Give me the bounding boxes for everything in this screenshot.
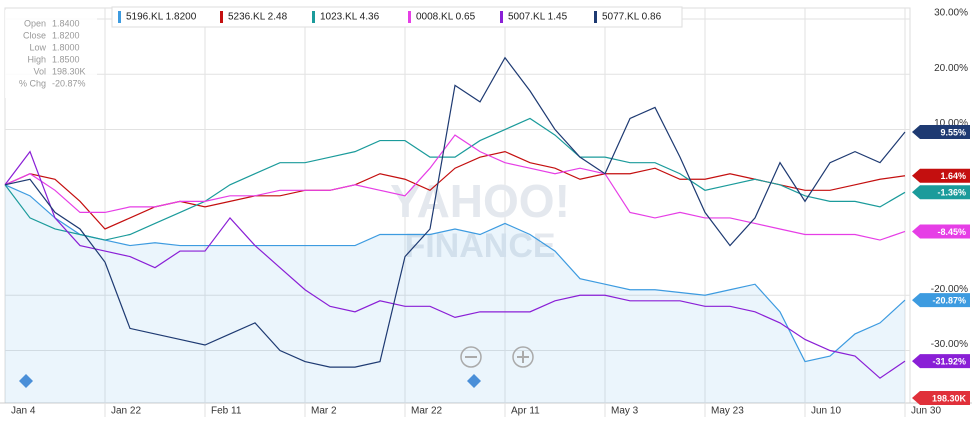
legend-label: 5077.KL 0.86 [602,12,662,23]
info-label: Vol [33,66,46,76]
legend-swatch [594,11,597,23]
value-flag [912,224,970,239]
y-tick-label: -30.00% [931,339,968,350]
zoom-in[interactable] [512,346,534,368]
line [4,134,906,241]
value-flag [912,168,970,183]
value-label: -31.92% [932,356,966,366]
info-value: 1.8000 [52,42,80,52]
value-label: -20.87% [932,295,966,305]
line [4,117,906,241]
watermark: YAHOO! [390,175,570,227]
dividend-marker[interactable] [19,374,33,388]
x-tick-label: Jun 30 [911,406,941,417]
legend-label: 0008.KL 0.65 [416,12,476,23]
legend-swatch [500,11,503,23]
value-flag [912,354,970,369]
legend-swatch [118,11,121,23]
event-markers [19,374,481,388]
volume-flag [912,391,970,405]
info-value: 1.8200 [52,30,80,40]
legend-label: 5007.KL 1.45 [508,12,568,23]
legend-label: 5196.KL 1.8200 [126,12,197,23]
info-label: High [27,54,46,64]
info-label: Close [23,30,46,40]
y-tick-label: 10.00% [934,118,968,129]
legend-label: 5236.KL 2.48 [228,12,288,23]
info-value: 1.8500 [52,54,80,64]
info-panel [5,10,97,98]
x-tick-label: May 3 [611,406,639,417]
x-tick-label: Jan 22 [111,406,141,417]
legend-swatch [408,11,411,23]
value-label: -8.45% [937,227,966,237]
volume-label: 198.30K [932,393,967,403]
zoom-controls[interactable] [460,346,534,368]
dividend-marker[interactable] [467,374,481,388]
x-tick-label: Mar 22 [411,406,443,417]
value-label: -1.36% [937,188,966,198]
x-tick-label: Apr 11 [511,406,540,417]
value-label: 9.55% [940,127,966,137]
x-tick-label: Jan 4 [11,406,36,417]
y-tick-label: 20.00% [934,63,968,74]
value-flag [912,293,970,308]
x-tick-label: Feb 11 [211,406,242,417]
grid: 30.00% 20.00% 10.00% -20.00% -30.00% Jan 4 Jan… [0,7,972,417]
legend-swatch [220,11,223,23]
value-flag [912,185,970,200]
x-tick-label: Mar 2 [311,406,337,417]
legend-swatch [312,11,315,23]
value-label: 1.64% [940,171,966,181]
area [5,184,905,403]
line [4,184,906,363]
info-label: % Chg [19,78,46,88]
legend [111,6,683,28]
y-tick-label: 30.00% [934,8,968,19]
line [4,150,906,379]
value-flag [912,125,970,140]
legend-label: 1023.KL 4.36 [320,12,380,23]
line [4,56,906,368]
info-value: 1.8400 [52,18,80,28]
info-panel: Open 1.8400 Close 1.8200 Low 1.8000 High 1.8500… [19,18,86,88]
zoom-out[interactable] [460,346,482,368]
info-value: 198.30K [52,66,86,76]
last-value-flags: -20.87% 1.64% -1.36% -8.45% -31.92% 9.55% 198.… [912,125,970,405]
x-tick-label: May 23 [711,406,744,417]
plot [4,56,906,403]
info-label: Low [29,42,46,52]
info-label: Open [24,18,46,28]
legend: 5196.KL 1.8200 5236.KL 2.48 1023.KL 4.36 00… [118,11,662,23]
x-tick-label: Jun 10 [811,406,841,417]
info-value: -20.87% [52,78,86,88]
y-tick-label: -20.00% [931,284,968,295]
watermark: FINANCE [404,227,555,265]
